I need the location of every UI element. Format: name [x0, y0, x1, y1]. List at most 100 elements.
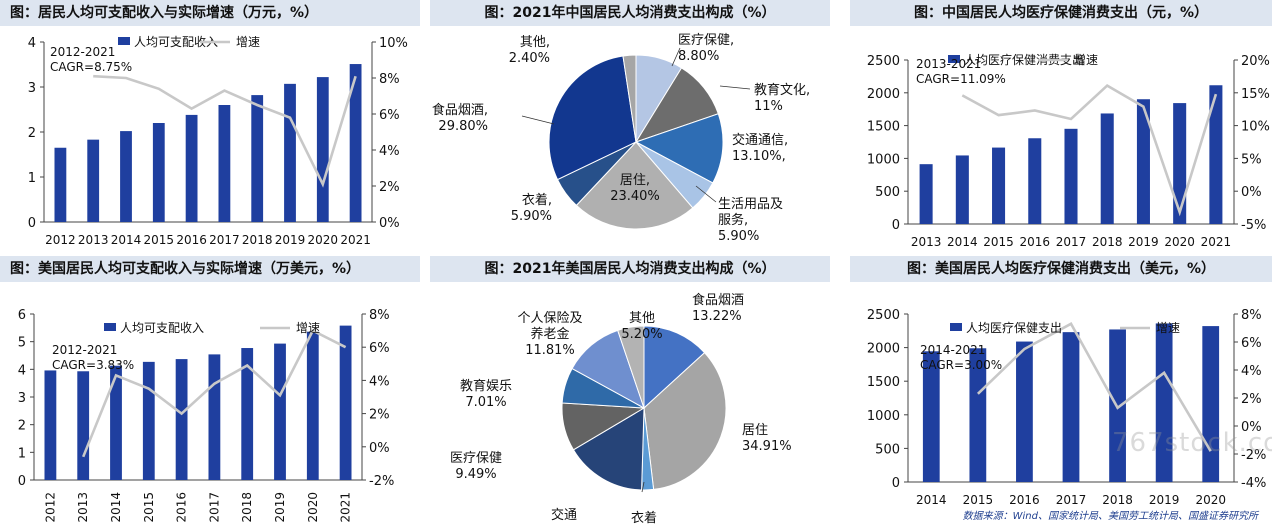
bar [54, 147, 67, 222]
left-tick-label: 1 [18, 446, 26, 461]
bar [142, 361, 155, 480]
left-tick-label: 3 [18, 391, 26, 406]
pie-slice [634, 113, 724, 184]
bar [349, 64, 362, 222]
growth-line [81, 328, 347, 458]
bar [992, 147, 1006, 224]
right-tick-label: 6% [379, 108, 400, 123]
pie-label: 教育文化,11% [754, 82, 810, 114]
cagr-period: 2012-2021 [50, 45, 115, 59]
x-tick-label: 2018 [1092, 235, 1123, 249]
left-tick-label: 0 [892, 218, 900, 233]
bar [185, 114, 198, 222]
left-tick-label: 4 [28, 36, 36, 51]
x-tick-label: 2014 [916, 493, 947, 507]
pie-label: 医疗保健,8.80% [678, 33, 734, 64]
pie-label-value: 13.22% [692, 309, 742, 324]
right-tick-label: -4% [1241, 476, 1266, 491]
bar [1209, 85, 1223, 224]
chart-title: 图：美国居民人均医疗保健消费支出（美元，%） [850, 256, 1272, 282]
bar [1136, 99, 1150, 224]
x-tick-label: 2019 [1149, 493, 1180, 507]
left-tick-label: 2500 [867, 54, 900, 69]
pie-label-value: 13.10%, [732, 149, 786, 164]
chart-title: 图：美国居民人均可支配收入与实际增速（万美元，%） [0, 256, 420, 282]
pie-label-name: 服务, [718, 212, 748, 228]
legend-bar-label: 人均可支配收入 [134, 35, 218, 49]
chart-cn-consumption-pie: 医疗保健,8.80%教育文化,11%交通通信,13.10%,生活用品及服务,5.… [432, 33, 810, 244]
chart-panel-us-income: 图：美国居民人均可支配收入与实际增速（万美元，%） 0 1 2 3 4 5 6 -2% 0% 2%… [0, 256, 420, 524]
right-tick-label: 15% [1241, 87, 1270, 102]
bar [218, 105, 231, 222]
right-tick-label: 4% [1241, 364, 1262, 379]
left-tick-label: 0 [18, 474, 26, 489]
x-tick-label: 2018 [240, 492, 254, 523]
left-tick-label: 1 [28, 171, 36, 186]
left-tick-label: 0 [28, 216, 36, 231]
bar [87, 139, 100, 222]
bar [1064, 128, 1078, 224]
legend-line-label: 增速 [1156, 321, 1180, 335]
cagr-period: 2014-2021 [920, 343, 985, 357]
bar [1173, 103, 1187, 224]
pie-leader-line [695, 185, 717, 203]
cagr-period: 2012-2021 [52, 343, 117, 357]
left-tick-label: 3 [28, 81, 36, 96]
left-tick-label: 1000 [867, 152, 900, 167]
legend-line-label: 增速 [296, 321, 320, 335]
left-tick-label: 2500 [867, 308, 900, 323]
pie-label-value: 5.90% [718, 229, 759, 244]
pie-label-value: 5.90% [511, 209, 552, 224]
x-tick-label: 2021 [1201, 235, 1232, 249]
pie-label-value: 5.20% [621, 327, 662, 342]
pie-leader-line [641, 481, 645, 493]
left-tick-label: 2 [28, 126, 36, 141]
pie-label-value: 7.01% [465, 395, 506, 410]
left-tick-label: 1500 [867, 375, 900, 390]
bar [44, 370, 57, 480]
legend-bar-swatch [104, 323, 116, 331]
bar [241, 348, 254, 480]
x-tick-label: 2013 [911, 235, 942, 249]
pie-leader-line [521, 115, 555, 125]
legend-bar-swatch [950, 323, 962, 331]
pie-label-name: 个人保险及 [517, 311, 582, 326]
source-note: 数据来源：Wind、国家统计局、美国劳工统计局、国盛证券研究所 [962, 511, 1258, 522]
right-tick-label: 4% [369, 374, 390, 389]
right-tick-label: 6% [369, 341, 390, 356]
chart-panel-us-health: 图：美国居民人均医疗保健消费支出（美元，%） 0 500 1000 1500 2000 2… [850, 256, 1272, 524]
bar [306, 331, 319, 480]
right-tick-label: -2% [369, 474, 394, 489]
x-tick-label: 2020 [1164, 235, 1195, 249]
pie-slice [643, 325, 706, 410]
pie-label-value: 8.80% [678, 49, 719, 64]
x-tick-label: 2015 [963, 493, 994, 507]
x-tick-label: 2021 [340, 233, 371, 247]
chart-us-income: 0 1 2 3 4 5 6 -2% 0% 2% 4% 6% 8% 2012 2013 2014 2015 2016… [18, 308, 395, 523]
x-tick-label: 2015 [142, 492, 156, 523]
bar [316, 77, 329, 222]
pie-label-name: 衣着 [631, 510, 657, 524]
pie-label-name: 居住, [620, 173, 650, 188]
bar [152, 123, 165, 222]
bar [1016, 341, 1033, 482]
pie-slice [617, 325, 645, 409]
pie-label: 居住,23.40% [610, 173, 660, 204]
right-tick-label: 8% [1241, 308, 1262, 323]
pie-label: 衣着,5.90% [511, 192, 552, 224]
growth-line [976, 322, 1212, 452]
x-tick-label: 2017 [1056, 493, 1087, 507]
x-tick-label: 2018 [1102, 493, 1133, 507]
right-tick-label: 2% [379, 180, 400, 195]
right-tick-label: 5% [1241, 152, 1262, 167]
x-tick-label: 2017 [207, 492, 221, 523]
x-tick-label: 2019 [1128, 235, 1159, 249]
right-tick-label: 10% [379, 36, 408, 51]
right-tick-label: 6% [1241, 336, 1262, 351]
pie-label-name: 医疗保健 [450, 451, 502, 466]
pie-label-name: 养老金 [530, 326, 569, 342]
